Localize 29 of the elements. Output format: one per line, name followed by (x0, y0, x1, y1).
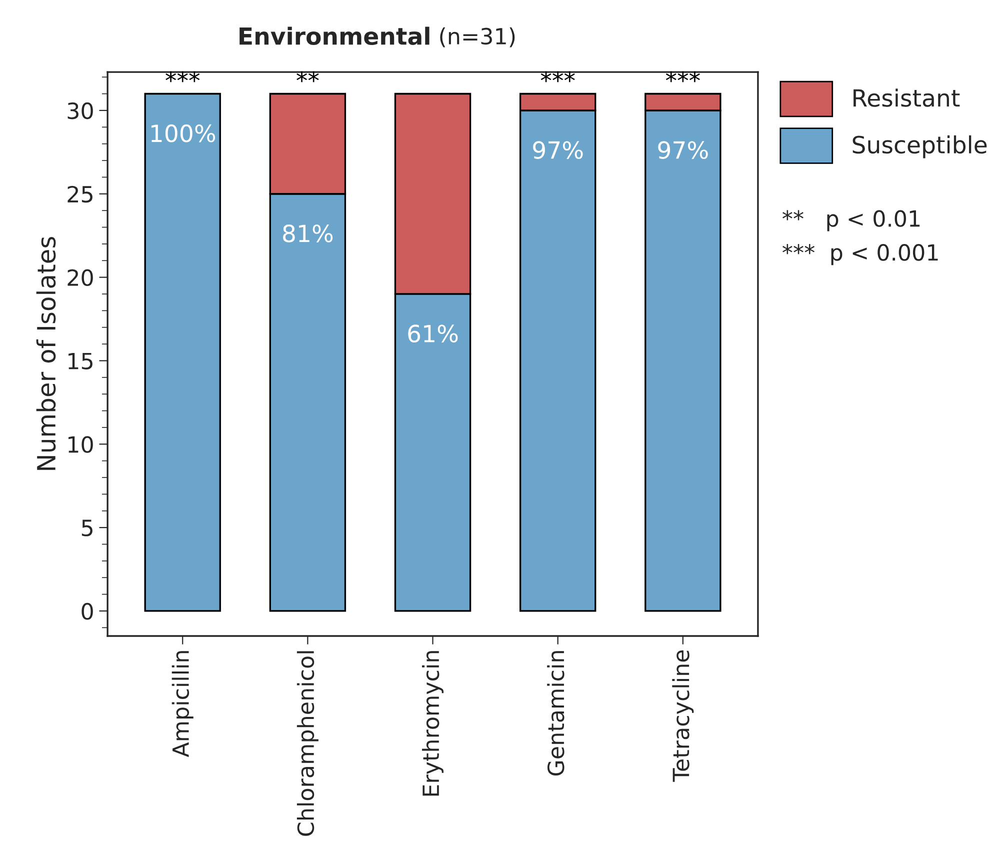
y-tick-label: 30 (68, 102, 93, 120)
annotation: 97% (533, 141, 583, 159)
x-tick-label: Gentamicin (547, 651, 564, 776)
x-tick-label: Tetracycline (672, 650, 694, 782)
chart-subtitle: (n=31) (440, 27, 515, 48)
annotation: ** (296, 71, 319, 82)
y-axis-title: Number of Isolates (36, 236, 56, 470)
annotation: *** (666, 71, 700, 82)
bar (144, 92, 221, 612)
y-tick-label: 15 (68, 352, 92, 370)
y-tick-label: 20 (68, 269, 93, 286)
text: ** p < 0.01 (782, 210, 920, 232)
annotation: *** (166, 71, 200, 82)
y-tick-label: 0 (82, 602, 93, 620)
y-tick-label: 25 (68, 186, 92, 203)
x-tick-label: Erythromycin (422, 651, 444, 796)
annotation: 81% (283, 224, 333, 242)
chart-title: Environmental (240, 26, 430, 46)
annotation: *** (540, 71, 575, 82)
text: *** p < 0.001 (782, 244, 938, 266)
x-tick-label: Chloramphenicol (296, 651, 318, 836)
annotation: 97% (658, 141, 708, 159)
annotation: 61% (408, 324, 458, 342)
annotation: 100% (151, 124, 216, 142)
y-tick-label: 5 (82, 520, 92, 536)
legend-label: Resistant (854, 88, 960, 107)
legend-label: Susceptible (852, 135, 987, 158)
y-tick-label: 10 (68, 436, 93, 453)
x-tick-label: Ampicillin (172, 651, 194, 758)
